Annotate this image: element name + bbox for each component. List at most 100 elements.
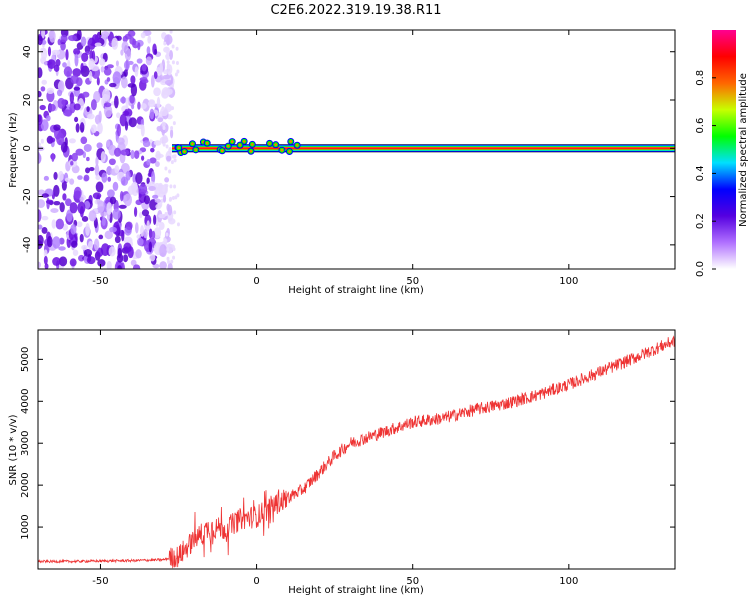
noise-blob xyxy=(173,210,177,215)
noise-blob xyxy=(143,228,148,239)
noise-blob xyxy=(108,158,116,166)
noise-blob xyxy=(170,128,174,139)
snr-x-tick-label: 100 xyxy=(559,576,578,587)
noise-blob xyxy=(96,142,103,149)
noise-blob xyxy=(88,58,95,70)
noise-blob xyxy=(40,138,44,144)
noise-blob xyxy=(73,186,82,199)
snr-y-ticks: 1000 2000 3000 4000 5000 xyxy=(20,347,675,540)
snr-x-tick-label: -50 xyxy=(92,576,108,587)
noise-blob xyxy=(164,166,168,171)
spectrogram-panel: -50 0 50 100 -40 -20 0 20 40 Height of straight… xyxy=(8,29,676,296)
noise-blob xyxy=(167,260,171,265)
noise-blob xyxy=(140,103,147,110)
noise-blob xyxy=(114,147,122,157)
noise-blob xyxy=(69,202,78,214)
noise-blob xyxy=(97,122,103,135)
noise-blob xyxy=(137,101,141,110)
noise-blob xyxy=(171,106,175,111)
noise-blob xyxy=(76,221,83,228)
noise-blob xyxy=(101,172,108,183)
noise-blob xyxy=(130,75,136,85)
signal-onset-blob xyxy=(280,148,284,152)
noise-blob xyxy=(166,63,170,68)
noise-blob xyxy=(170,160,174,165)
noise-blob xyxy=(103,102,112,108)
noise-blob xyxy=(68,35,77,42)
noise-blob xyxy=(38,142,42,147)
snr-y-tick-label: 1000 xyxy=(20,514,31,539)
noise-blob xyxy=(87,113,95,120)
noise-blob xyxy=(166,203,170,212)
noise-blob xyxy=(114,95,119,109)
noise-blob xyxy=(165,46,169,51)
noise-blob xyxy=(51,49,61,56)
noise-blob xyxy=(170,259,174,264)
noise-blob xyxy=(164,79,173,86)
signal-onset-blob xyxy=(205,141,209,145)
snr-y-tick-label: 4000 xyxy=(20,389,31,414)
noise-blob xyxy=(106,260,112,269)
noise-blob xyxy=(40,47,45,53)
noise-blob xyxy=(146,177,150,185)
noise-blob xyxy=(130,149,135,160)
noise-blob xyxy=(43,175,49,181)
colorbar-label: Normalized spectral amplitude xyxy=(738,73,749,227)
noise-blob xyxy=(39,104,46,111)
noise-blob xyxy=(153,140,162,146)
noise-blob xyxy=(162,74,171,80)
noise-blob xyxy=(171,44,175,49)
noise-blob xyxy=(120,176,129,186)
snr-x-axis-label: Height of straight line (km) xyxy=(288,585,424,596)
noise-blob xyxy=(150,75,155,88)
noise-blob xyxy=(46,235,53,248)
noise-blob xyxy=(164,94,168,99)
noise-blob xyxy=(106,202,113,215)
noise-blob xyxy=(125,97,129,110)
noise-blob xyxy=(145,56,153,66)
noise-blob xyxy=(165,232,169,237)
signal-onset-blob xyxy=(268,142,271,145)
noise-blob xyxy=(88,70,93,82)
noise-blob xyxy=(58,256,68,267)
noise-blob xyxy=(133,150,140,159)
noise-blob xyxy=(104,230,114,240)
noise-blob xyxy=(137,42,141,51)
snr-x-tick-label: 50 xyxy=(406,576,419,587)
noise-blob xyxy=(119,113,127,127)
noise-blob xyxy=(97,200,105,213)
noise-blob xyxy=(58,246,66,251)
noise-blob xyxy=(166,247,170,252)
noise-blob xyxy=(141,155,145,161)
noise-blob xyxy=(86,256,96,265)
noise-blob xyxy=(75,123,80,133)
noise-blob xyxy=(108,246,116,257)
signal-onset-blob xyxy=(230,140,234,143)
noise-blob xyxy=(38,35,43,46)
noise-blob xyxy=(89,49,94,61)
noise-blob xyxy=(141,63,147,72)
noise-blob xyxy=(168,217,176,225)
signal-onset-blob xyxy=(220,149,224,153)
noise-blob xyxy=(88,166,95,172)
noise-blob xyxy=(153,227,162,239)
noise-blob xyxy=(137,237,144,246)
noise-blob xyxy=(69,178,75,185)
spectrogram-y-tick-label: 0 xyxy=(22,145,33,151)
spectrogram-x-tick-label: 0 xyxy=(253,276,259,287)
noise-blob xyxy=(109,82,117,88)
noise-blob xyxy=(80,136,88,145)
noise-blob xyxy=(100,151,106,163)
signal-onset-blob xyxy=(226,144,230,148)
noise-blob xyxy=(172,255,176,260)
signal-onset-blob xyxy=(242,140,246,143)
noise-blob xyxy=(59,202,65,213)
noise-blob xyxy=(159,244,168,258)
noise-blob xyxy=(128,117,137,128)
noise-blob xyxy=(86,106,90,113)
noise-blob xyxy=(100,66,105,73)
spectrogram-frame xyxy=(37,29,676,270)
colorbar-tick-label: 0.8 xyxy=(695,70,706,86)
colorbar-tick-label: 0.4 xyxy=(695,165,706,181)
noise-blob xyxy=(63,109,73,117)
